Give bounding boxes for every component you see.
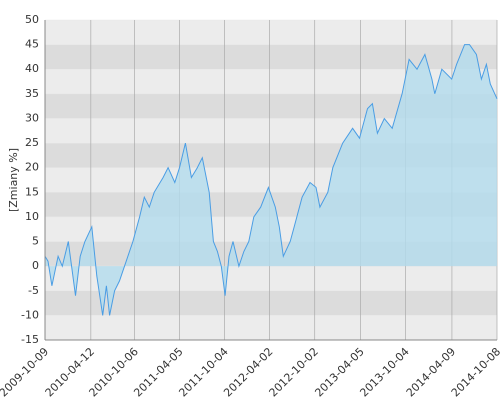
- grid-band: [45, 44, 497, 70]
- grid-band: [45, 315, 497, 340]
- y-tick-label: 45: [25, 38, 39, 51]
- grid-band: [45, 290, 497, 316]
- y-tick-label: 25: [25, 136, 39, 149]
- y-tick-label: 40: [25, 62, 39, 75]
- y-tick-label: -10: [21, 308, 39, 321]
- y-axis-label: [Zmiany %]: [7, 148, 20, 212]
- line: [44, 44, 498, 316]
- y-tick-label: 0: [32, 259, 39, 272]
- y-tick-label: 30: [25, 111, 39, 124]
- y-tick-label: 5: [32, 235, 39, 248]
- y-tick-label: 50: [25, 13, 39, 26]
- y-tick-label: 15: [25, 185, 39, 198]
- y-tick-label: 10: [25, 210, 39, 223]
- area: [45, 44, 497, 316]
- y-tick-label: -15: [21, 333, 39, 346]
- y-tick-label: 35: [25, 87, 39, 100]
- grid-band: [45, 20, 497, 45]
- y-tick-label: -5: [28, 284, 39, 297]
- y-tick-label: 20: [25, 161, 39, 174]
